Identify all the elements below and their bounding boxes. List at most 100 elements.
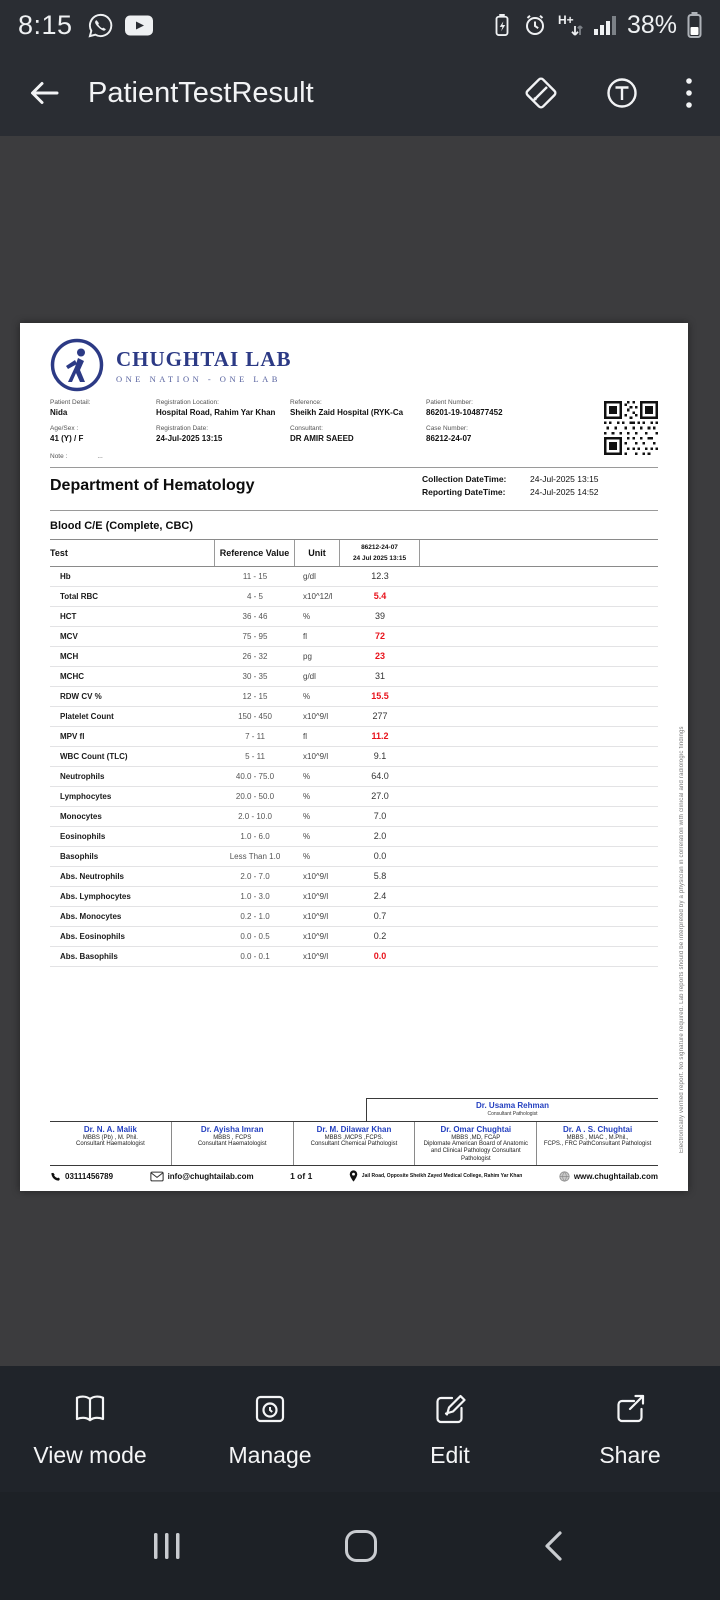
test-name: Lymphocytes	[60, 791, 112, 801]
collection-label: Collection DateTime:	[422, 474, 507, 484]
unit: %	[303, 611, 311, 621]
draw-annotation-icon	[525, 77, 557, 109]
app-bar: PatientTestResult	[0, 50, 720, 136]
result-row: Abs. Neutrophils 2.0 - 7.0 x10^9/l 5.8	[50, 867, 658, 887]
text-tool-icon	[607, 78, 637, 108]
recents-icon	[154, 1533, 180, 1559]
phone-icon	[51, 1172, 60, 1181]
unit: %	[303, 851, 311, 861]
doctor-role: Diplomate American Board of Anatomic and…	[423, 1140, 528, 1162]
unit: x10^9/l	[303, 871, 329, 881]
battery-icon	[687, 12, 702, 38]
edit-button[interactable]: Edit	[360, 1366, 540, 1492]
test-name: Platelet Count	[60, 711, 114, 721]
result-row: MCV 75 - 95 fl 72	[50, 627, 658, 647]
address-item: Jail Road, Opposite Sheikh Zayed Medical…	[349, 1170, 523, 1182]
doctor-cell: Dr. Ayisha Imran MBBS , FCPS Consultant …	[170, 1121, 293, 1165]
divider	[50, 509, 658, 511]
panel-title: Blood C/E (Complete, CBC)	[50, 519, 193, 532]
document-viewer[interactable]: CHUGHTAI LAB ONE NATION - ONE LAB Patien…	[0, 136, 720, 1366]
text-tool-button[interactable]	[604, 75, 640, 111]
edit-label: Edit	[430, 1442, 470, 1468]
result-value: 64.0	[371, 771, 389, 782]
field-label: Consultant:	[290, 425, 323, 432]
test-name: WBC Count (TLC)	[60, 751, 128, 761]
back-button[interactable]	[26, 75, 62, 111]
doctor-credentials: MBBS ,MD, FCAP	[451, 1134, 501, 1141]
reference-range: 1.0 - 3.0	[240, 891, 270, 901]
doctor-role: Consultant Haematologist	[76, 1140, 145, 1147]
home-button[interactable]	[334, 1519, 388, 1573]
reference-range: 4 - 5	[246, 591, 263, 601]
globe-icon	[559, 1170, 570, 1182]
field-value: 41 (Y) / F	[50, 434, 84, 443]
test-name: MPV fl	[60, 731, 85, 741]
result-datetime-text: 24 Jul 2025 13:15	[352, 554, 407, 562]
signatory: Dr. Usama Rehman Consultant Pathologist	[366, 1097, 658, 1121]
test-name: Neutrophils	[60, 771, 105, 781]
unit: x10^9/l	[303, 951, 329, 961]
unit: x10^9/l	[303, 711, 329, 721]
case-number-text: 86212-24-07	[361, 543, 398, 551]
result-value: 5.4	[373, 591, 387, 602]
edit-icon	[436, 1394, 466, 1424]
report-page: CHUGHTAI LAB ONE NATION - ONE LAB Patien…	[20, 323, 688, 1191]
navigation-bar	[0, 1492, 720, 1600]
reference-range: 0.2 - 1.0	[240, 911, 270, 921]
reference-range: 5 - 11	[245, 751, 265, 761]
unit: g/dl	[303, 571, 316, 581]
reference-range: 2.0 - 7.0	[240, 871, 270, 881]
field-label: Patient Number:	[426, 399, 473, 406]
divider	[50, 467, 658, 468]
draw-annotation-button[interactable]	[522, 74, 560, 112]
more-options-button[interactable]	[684, 75, 694, 111]
result-value: 72	[374, 631, 385, 642]
unit: x10^12/l	[303, 591, 333, 601]
result-row: RDW CV % 12 - 15 % 15.5	[50, 687, 658, 707]
share-button[interactable]: Share	[540, 1366, 720, 1492]
result-value: 23	[374, 651, 385, 662]
nav-back-button[interactable]	[529, 1520, 579, 1572]
mobile-data-h-plus-icon: H+	[558, 13, 583, 36]
result-value: 0.2	[373, 931, 387, 942]
result-value: 0.0	[373, 851, 387, 862]
field-value: 24-Jul-2025 13:15	[156, 434, 223, 443]
share-label: Share	[599, 1442, 661, 1468]
view-mode-button[interactable]: View mode	[0, 1366, 180, 1492]
doctor-credentials: MBBS ,MCPS ,FCPS.	[324, 1134, 384, 1141]
recents-button[interactable]	[141, 1522, 193, 1570]
reference-range: 2.0 - 10.0	[238, 811, 272, 821]
manage-label: Manage	[228, 1442, 312, 1468]
alarm-icon	[525, 15, 544, 35]
unit: %	[303, 771, 311, 781]
result-value: 7.0	[373, 811, 387, 822]
svg-text:H+: H+	[558, 13, 574, 27]
lab-name: CHUGHTAI LAB	[116, 346, 292, 371]
status-bar: 8:15 H+ 38%	[0, 0, 720, 50]
doctor-credentials: MBBS , MIAC , M.Phil.,	[566, 1134, 629, 1141]
field-value: Nida	[50, 408, 68, 417]
website-url: www.chughtailab.com	[573, 1171, 658, 1181]
unit: %	[303, 791, 311, 801]
phone-number: 03111456789	[65, 1171, 114, 1181]
result-row: Basophils Less Than 1.0 % 0.0	[50, 847, 658, 867]
test-name: Eosinophils	[60, 831, 106, 841]
reference-range: 20.0 - 50.0	[235, 791, 275, 801]
department-header: Department of Hematology Collection Date…	[50, 468, 658, 503]
result-row: Abs. Monocytes 0.2 - 1.0 x10^9/l 0.7	[50, 907, 658, 927]
lab-address: Jail Road, Opposite Sheikh Zayed Medical…	[361, 1173, 523, 1179]
result-value: 0.0	[373, 951, 387, 962]
result-row: Abs. Basophils 0.0 - 0.1 x10^9/l 0.0	[50, 947, 658, 967]
test-name: MCV	[60, 631, 78, 641]
result-row: Abs. Eosinophils 0.0 - 0.5 x10^9/l 0.2	[50, 927, 658, 947]
doctor-role: Consultant Chemical Pathologist	[310, 1140, 398, 1147]
book-icon	[75, 1395, 105, 1422]
test-name: Basophils	[60, 851, 99, 861]
manage-button[interactable]: Manage	[180, 1366, 360, 1492]
view-mode-label: View mode	[33, 1442, 147, 1468]
test-name: HCT	[60, 611, 77, 621]
test-name: Abs. Neutrophils	[60, 871, 125, 881]
report-footer-block: Dr. Usama Rehman Consultant Pathologist …	[50, 1097, 658, 1186]
field-value: Sheikh Zaid Hospital (RYK-Ca	[290, 408, 404, 417]
